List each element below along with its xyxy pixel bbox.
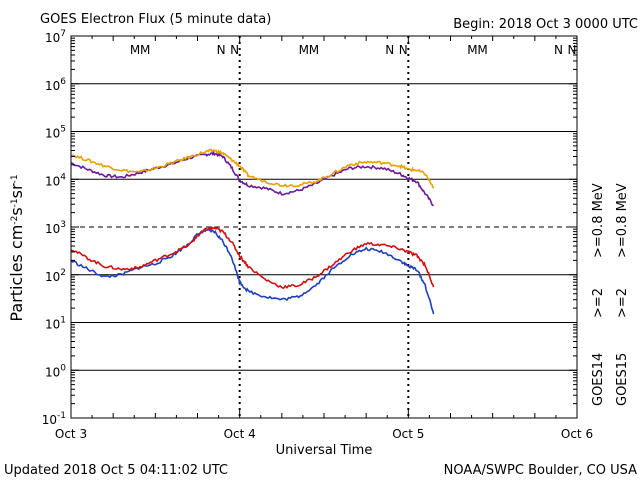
y-tick-label: 105 xyxy=(45,125,66,141)
series-line xyxy=(70,225,435,290)
y-label-exp1: -2 xyxy=(10,216,20,225)
marker-label: M xyxy=(309,43,319,57)
y-tick-label: 102 xyxy=(45,268,66,284)
y-tick-exp: -1 xyxy=(57,411,66,421)
y-tick-exp: 3 xyxy=(60,220,66,230)
y-label-exp2: -1 xyxy=(10,198,20,207)
chart-title: GOES Electron Flux (5 minute data) xyxy=(40,12,271,27)
series-layer xyxy=(70,148,435,315)
y-tick-label: 103 xyxy=(45,220,66,236)
y-tick-base: 10 xyxy=(45,222,60,236)
y-label-main: Particles cm xyxy=(7,225,26,322)
updated-timestamp: Updated 2018 Oct 5 04:11:02 UTC xyxy=(4,463,228,478)
y-tick-base: 10 xyxy=(45,79,60,93)
x-axis-ticks: Oct 3 Oct 4 Oct 5 Oct 6 xyxy=(55,36,593,441)
legend-satellite: GOES14 xyxy=(591,353,606,406)
series-line xyxy=(70,148,435,189)
y-tick-label: 106 xyxy=(45,77,66,93)
legend-entry: GOES14 >=2 >=0.8 MeV xyxy=(591,183,606,406)
legend-satellite: GOES15 xyxy=(615,353,630,406)
y-tick-base: 10 xyxy=(45,270,60,284)
y-label-sr: sr xyxy=(7,183,26,198)
marker-label: M xyxy=(140,43,150,57)
legend-entry: GOES15 >=2 >=0.8 MeV xyxy=(615,183,630,406)
y-tick-base: 10 xyxy=(45,318,60,332)
marker-label: N xyxy=(567,43,576,57)
legend-high-channel: >=0.8 MeV xyxy=(615,183,630,258)
series-line xyxy=(70,228,435,315)
y-tick-label: 100 xyxy=(45,363,66,379)
y-tick-label: 104 xyxy=(45,172,66,188)
y-tick-exp: 0 xyxy=(60,363,66,373)
x-tick-label: Oct 3 xyxy=(55,427,87,441)
marker-label: M xyxy=(130,43,140,57)
y-tick-base: 10 xyxy=(45,127,60,141)
y-label-exp3: -1 xyxy=(10,174,20,183)
marker-label: N xyxy=(385,43,394,57)
grid-lines xyxy=(71,83,577,371)
marker-label: N xyxy=(554,43,563,57)
marker-label: M xyxy=(477,43,487,57)
begin-time: Begin: 2018 Oct 3 0000 UTC xyxy=(453,17,638,32)
y-tick-exp: 7 xyxy=(60,29,66,39)
legend-high-channel: >=0.8 MeV xyxy=(591,183,606,258)
legend-low-channel: >=2 xyxy=(591,288,606,318)
credit: NOAA/SWPC Boulder, CO USA xyxy=(444,463,637,478)
y-axis-label: Particles cm-2s-1sr-1 xyxy=(7,174,26,321)
y-tick-base: 10 xyxy=(45,174,60,188)
x-tick-label: Oct 6 xyxy=(561,427,593,441)
marker-label: N xyxy=(217,43,226,57)
y-tick-exp: 2 xyxy=(60,268,66,278)
y-tick-label: 107 xyxy=(45,29,66,45)
day-separators xyxy=(238,36,410,418)
y-tick-exp: 5 xyxy=(60,125,66,135)
y-tick-exp: 1 xyxy=(60,316,66,326)
y-tick-label: 10-1 xyxy=(42,411,66,427)
legend: GOES14 >=2 >=0.8 MeV GOES15 >=2 >=0.8 MeV xyxy=(591,183,630,406)
x-tick-label: Oct 5 xyxy=(392,427,424,441)
y-tick-base: 10 xyxy=(45,31,60,45)
y-tick-label: 101 xyxy=(45,316,66,332)
series-line xyxy=(70,149,434,207)
marker-label: M xyxy=(299,43,309,57)
x-axis-label: Universal Time xyxy=(276,443,373,458)
y-tick-base: 10 xyxy=(42,413,57,427)
legend-low-channel: >=2 xyxy=(615,288,630,318)
y-tick-base: 10 xyxy=(45,365,60,379)
x-tick-label: Oct 4 xyxy=(224,427,256,441)
y-tick-exp: 4 xyxy=(60,172,66,182)
marker-label: N xyxy=(230,43,239,57)
marker-label: N xyxy=(399,43,408,57)
marker-label: M xyxy=(467,43,477,57)
y-tick-exp: 6 xyxy=(60,77,66,87)
y-label-s: s xyxy=(7,207,26,215)
